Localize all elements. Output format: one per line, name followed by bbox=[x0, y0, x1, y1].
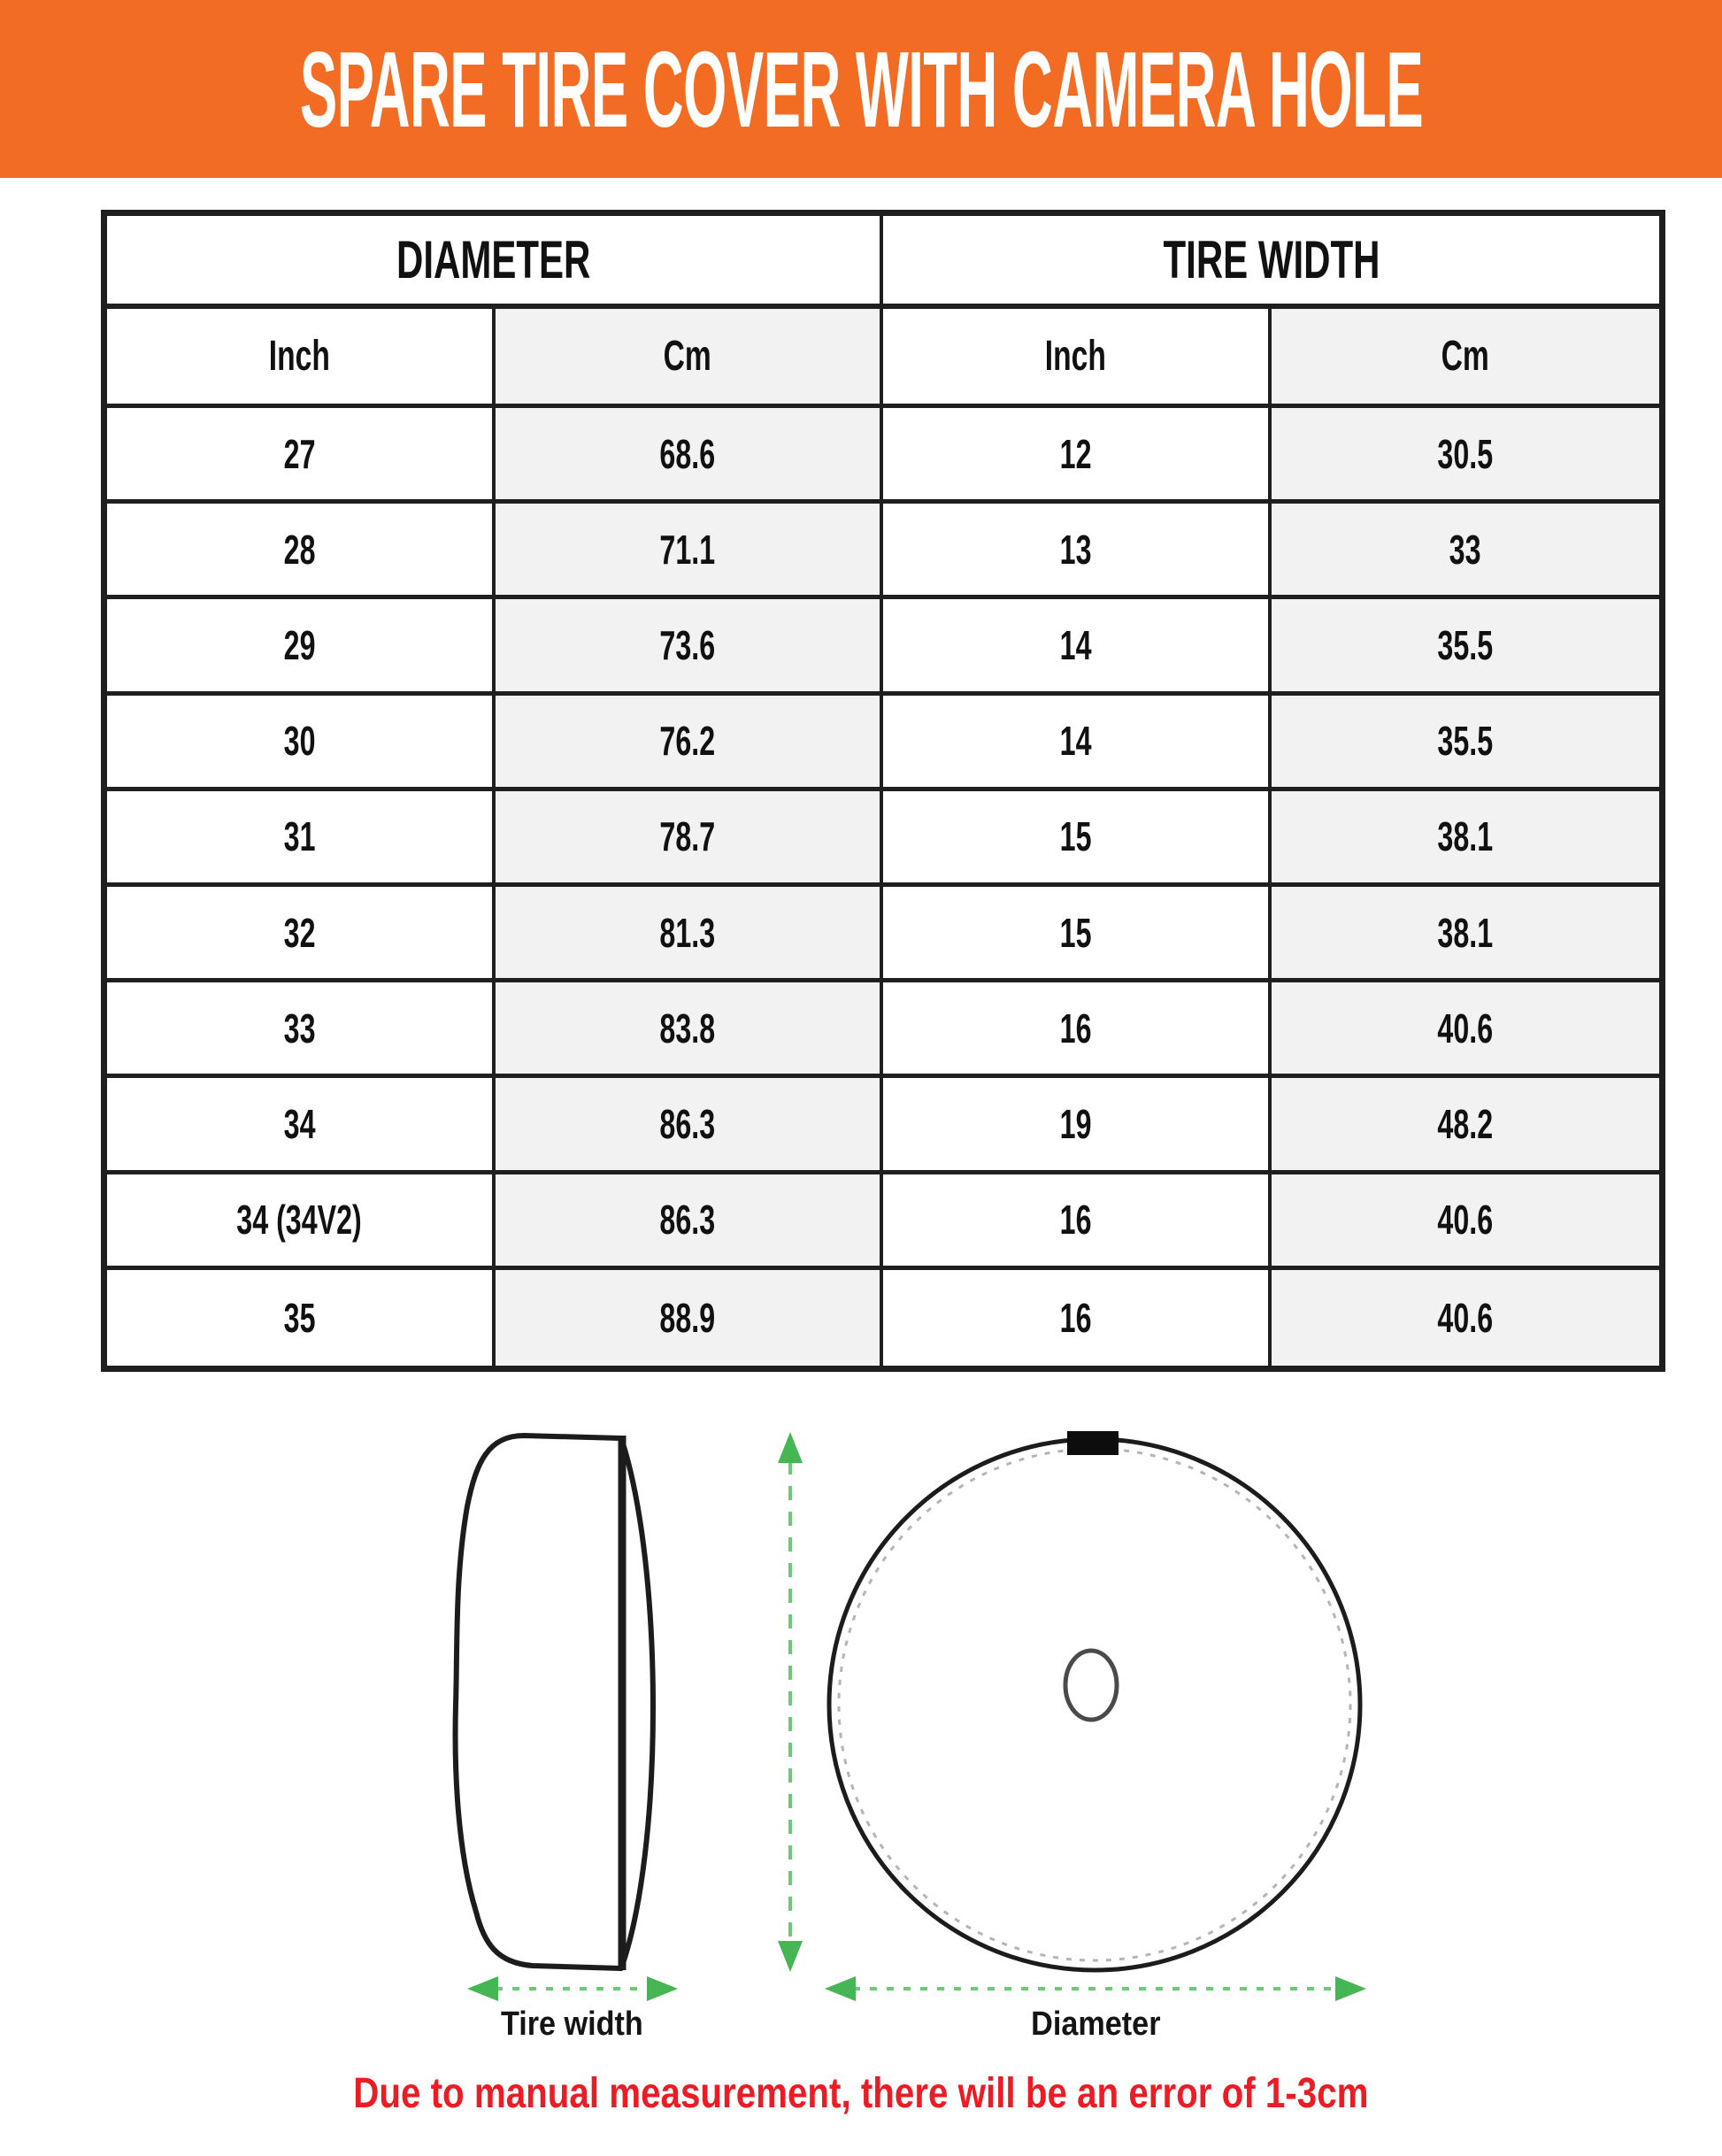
table-cell: 86.3 bbox=[495, 1078, 883, 1174]
table-cell: 40.6 bbox=[1271, 982, 1659, 1079]
table-cell: 86.3 bbox=[495, 1174, 883, 1270]
table-cell: 30 bbox=[107, 695, 496, 791]
table-cell: 81.3 bbox=[495, 886, 883, 983]
table-cell: 16 bbox=[883, 1269, 1272, 1366]
table-cell: 34 bbox=[107, 1078, 496, 1174]
header-banner: SPARE TIRE COVER WITH CAMERA HOLE bbox=[0, 0, 1722, 178]
table-cell: 27 bbox=[107, 408, 496, 504]
size-table: DIAMETER TIRE WIDTH Inch Cm Inch Cm 27 6… bbox=[101, 210, 1665, 1372]
table-group-header-tire-width: TIRE WIDTH bbox=[883, 216, 1659, 309]
table-cell: 35.5 bbox=[1271, 599, 1659, 696]
camera-hole bbox=[1063, 1648, 1119, 1722]
table-cell: 14 bbox=[883, 599, 1272, 696]
group-header-label: TIRE WIDTH bbox=[1163, 230, 1380, 289]
table-cell: 38.1 bbox=[1271, 886, 1659, 983]
table-cell: 16 bbox=[883, 982, 1272, 1079]
table-group-header-diameter: DIAMETER bbox=[107, 216, 883, 309]
table-cell: 30.5 bbox=[1271, 408, 1659, 504]
table-cell: 14 bbox=[883, 695, 1272, 791]
table-cell: 40.6 bbox=[1271, 1174, 1659, 1270]
table-cell: 88.9 bbox=[495, 1269, 883, 1366]
vertical-diameter-arrow bbox=[778, 1432, 803, 1972]
column-header: Inch bbox=[107, 309, 496, 408]
table-cell: 32 bbox=[107, 886, 496, 983]
diameter-arrow bbox=[825, 1976, 1366, 2001]
group-header-label: DIAMETER bbox=[396, 230, 591, 289]
table-cell: 71.1 bbox=[495, 504, 883, 600]
valve-notch bbox=[1067, 1431, 1119, 1455]
table-cell: 35.5 bbox=[1271, 695, 1659, 791]
column-header: Inch bbox=[883, 309, 1272, 408]
table-cell: 35 bbox=[107, 1269, 496, 1366]
column-header: Cm bbox=[495, 309, 883, 408]
table-cell: 12 bbox=[883, 408, 1272, 504]
tire-front-view bbox=[826, 1431, 1363, 1973]
tire-width-label: Tire width bbox=[500, 2006, 643, 2043]
table-cell: 38.1 bbox=[1271, 790, 1659, 887]
table-cell: 16 bbox=[883, 1174, 1272, 1270]
table-cell: 33 bbox=[1271, 504, 1659, 600]
table-cell: 33 bbox=[107, 982, 496, 1079]
table-cell: 73.6 bbox=[495, 599, 883, 696]
table-cell: 40.6 bbox=[1271, 1269, 1659, 1366]
table-cell: 15 bbox=[883, 886, 1272, 983]
table-cell: 19 bbox=[883, 1078, 1272, 1174]
tire-side-view bbox=[452, 1433, 656, 1971]
table-cell: 76.2 bbox=[495, 695, 883, 791]
table-cell: 31 bbox=[107, 790, 496, 887]
table-cell: 78.7 bbox=[495, 790, 883, 887]
table-cell: 48.2 bbox=[1271, 1078, 1659, 1174]
table-cell: 83.8 bbox=[495, 982, 883, 1079]
measurement-error-note: Due to manual measurement, there will be… bbox=[353, 2070, 1369, 2117]
table-cell: 15 bbox=[883, 790, 1272, 887]
table-cell: 13 bbox=[883, 504, 1272, 600]
column-header: Cm bbox=[1271, 309, 1659, 408]
page-title: SPARE TIRE COVER WITH CAMERA HOLE bbox=[299, 28, 1423, 150]
table-cell: 68.6 bbox=[495, 408, 883, 504]
tire-width-arrow bbox=[467, 1976, 678, 2001]
table-cell: 28 bbox=[107, 504, 496, 600]
measurement-diagram bbox=[452, 1431, 1366, 2001]
diameter-label: Diameter bbox=[1030, 2006, 1161, 2043]
table-cell: 29 bbox=[107, 599, 496, 696]
table-cell: 34 (34V2) bbox=[107, 1174, 496, 1270]
